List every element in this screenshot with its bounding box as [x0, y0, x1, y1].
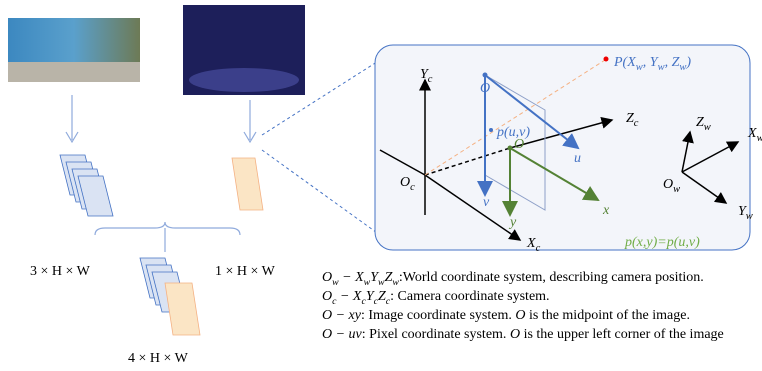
- figure: 3 × H × W 1 × H × W 4 × H × W YcOP(Xw, Y…: [0, 0, 762, 371]
- text-part: :World coordinate system, describing cam…: [399, 270, 704, 285]
- pixel-point: [489, 128, 493, 132]
- text-part: w: [658, 62, 665, 73]
- text-part: c: [536, 243, 541, 254]
- tensor-label: 4 × H × W: [128, 351, 189, 366]
- axis-label: v: [483, 195, 490, 210]
- text-part: O: [400, 175, 410, 190]
- text-part: is the upper left corner of the image: [520, 327, 724, 342]
- text-part: O: [510, 327, 520, 342]
- text-part: u: [574, 151, 581, 166]
- text-part: O: [322, 289, 332, 304]
- caption-line: O − uv: Pixel coordinate system. O is th…: [322, 327, 724, 342]
- text-part: Z: [626, 111, 634, 126]
- axis-label: O: [514, 137, 524, 152]
- axis-label: p(x,y)=p(u,v): [624, 235, 700, 250]
- axis-label: O: [480, 81, 490, 96]
- world-point: [604, 57, 609, 62]
- text-part: , Z: [665, 55, 680, 70]
- text-part: O − uv: [322, 327, 363, 342]
- axis-label: y: [508, 215, 517, 230]
- text-part: c: [428, 74, 433, 85]
- text-part: ): [685, 55, 691, 70]
- text-part: c: [634, 118, 639, 129]
- text-part: is the midpoint of the image.: [525, 308, 689, 323]
- feature-stack-fused: [140, 258, 200, 335]
- text-part: Z: [378, 289, 386, 304]
- text-part: w: [746, 211, 753, 222]
- axis-label: u: [574, 151, 581, 166]
- text-part: : Pixel coordinate system.: [362, 327, 510, 342]
- text-part: x: [602, 203, 610, 218]
- text-part: : Image coordinate system.: [361, 308, 515, 323]
- tensor-label: 1 × H × W: [215, 264, 276, 279]
- axis-label: x: [602, 203, 610, 218]
- caption-line: Oc − XcYcZc: Camera coordinate system.: [322, 289, 550, 307]
- caption-line: O − xy: Image coordinate system. O is th…: [322, 308, 690, 323]
- image-origin: [508, 146, 513, 151]
- text-part: P(X: [613, 55, 636, 70]
- text-part: O: [663, 177, 673, 192]
- text-part: O − xy: [322, 308, 362, 323]
- text-part: O: [514, 137, 524, 152]
- text-part: Z: [385, 270, 393, 285]
- text-part: y: [508, 215, 517, 230]
- caption-line: Ow − XwYwZw:World coordinate system, des…: [322, 270, 704, 288]
- text-part: − X: [339, 270, 364, 285]
- tensor-label: 3 × H × W: [30, 264, 91, 279]
- text-part: O: [322, 270, 332, 285]
- text-part: c: [410, 182, 415, 193]
- feature-stack-rgb: [60, 155, 113, 216]
- feature-depth: [232, 158, 263, 210]
- text-part: v: [483, 195, 490, 210]
- text-part: w: [704, 122, 711, 133]
- depth-texture: [189, 68, 299, 92]
- caption: Ow − XwYwZw:World coordinate system, des…: [322, 270, 724, 342]
- pixel-origin: [483, 73, 488, 78]
- text-part: p(x,y)=p(u,v): [624, 235, 700, 250]
- text-part: X: [526, 236, 536, 251]
- text-part: O: [515, 308, 525, 323]
- text-part: Z: [696, 115, 704, 130]
- text-part: X: [747, 126, 757, 141]
- rgb-ground: [8, 62, 140, 82]
- text-part: w: [673, 184, 680, 195]
- text-part: w: [636, 62, 643, 73]
- text-part: : Camera coordinate system.: [390, 289, 549, 304]
- text-part: w: [679, 62, 686, 73]
- text-part: − X: [336, 289, 361, 304]
- text-part: w: [757, 133, 762, 144]
- text-part: O: [480, 81, 490, 96]
